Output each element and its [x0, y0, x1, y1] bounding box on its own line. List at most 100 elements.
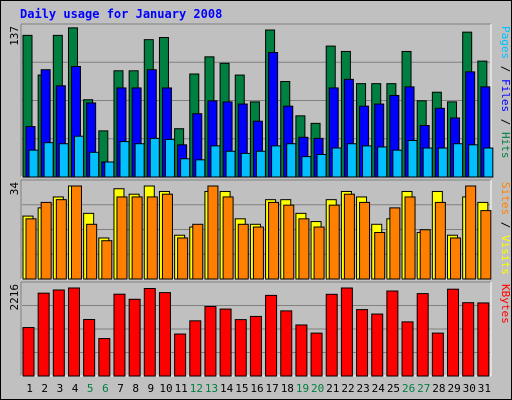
series-label-part: Pages — [499, 26, 512, 59]
bar-kbytes-day-27 — [416, 293, 429, 377]
series-label-part: Sites — [499, 182, 512, 215]
bar-sites-day-22 — [343, 193, 355, 280]
bar-sites-day-11 — [177, 237, 189, 280]
day-label-5: 5 — [87, 382, 94, 395]
bar-pages-day-1 — [28, 149, 39, 178]
bar-kbytes-day-6 — [98, 338, 111, 377]
bar-pages-day-29 — [453, 143, 464, 178]
bar-sites-day-8 — [131, 196, 143, 280]
day-label-27: 27 — [417, 382, 430, 395]
bar-sites-day-31 — [480, 210, 492, 280]
bar-sites-day-21 — [328, 204, 340, 280]
panel-3-max-label: 2216 — [8, 284, 21, 311]
bar-sites-day-29 — [450, 237, 462, 280]
bar-kbytes-day-8 — [128, 298, 141, 377]
bar-sites-day-27 — [419, 229, 431, 280]
series-label-part: Hits — [499, 132, 512, 159]
series-label-part: / — [499, 112, 512, 132]
day-label-25: 25 — [387, 382, 400, 395]
day-label-7: 7 — [117, 382, 124, 395]
bar-sites-day-14 — [222, 196, 234, 280]
day-label-22: 22 — [341, 382, 354, 395]
day-label-14: 14 — [220, 382, 234, 395]
bar-pages-day-14 — [225, 150, 236, 178]
bar-pages-day-6 — [104, 161, 115, 178]
bar-kbytes-day-4 — [67, 287, 80, 377]
bar-pages-day-5 — [89, 151, 100, 178]
bar-kbytes-day-24 — [371, 313, 384, 377]
day-label-4: 4 — [72, 382, 79, 395]
bar-pages-day-19 — [301, 156, 312, 178]
bar-kbytes-day-14 — [219, 308, 232, 377]
series-label-part: Visits — [499, 235, 512, 275]
day-label-8: 8 — [132, 382, 139, 395]
bar-kbytes-day-11 — [174, 333, 187, 377]
bar-sites-day-13 — [207, 185, 219, 280]
day-label-12: 12 — [190, 382, 203, 395]
bar-kbytes-day-26 — [401, 321, 414, 377]
bar-sites-day-23 — [359, 201, 371, 280]
bar-kbytes-day-3 — [52, 289, 65, 377]
bar-pages-day-31 — [483, 147, 494, 178]
day-label-31: 31 — [478, 382, 491, 395]
bar-sites-day-9 — [146, 196, 158, 280]
bar-kbytes-day-25 — [386, 290, 399, 377]
bar-pages-day-30 — [468, 144, 479, 178]
bar-pages-day-26 — [407, 140, 418, 178]
day-label-13: 13 — [205, 382, 218, 395]
day-label-28: 28 — [432, 382, 445, 395]
bar-kbytes-day-19 — [295, 324, 308, 377]
day-label-26: 26 — [402, 382, 415, 395]
bar-sites-day-30 — [465, 185, 477, 280]
bar-pages-day-2 — [43, 142, 54, 178]
bar-kbytes-day-16 — [249, 315, 262, 377]
day-label-23: 23 — [357, 382, 370, 395]
bar-pages-day-7 — [119, 141, 130, 178]
bar-sites-day-28 — [434, 201, 446, 280]
day-label-2: 2 — [41, 382, 48, 395]
bar-pages-day-22 — [346, 143, 357, 178]
day-label-18: 18 — [281, 382, 294, 395]
bar-pages-day-3 — [58, 143, 69, 178]
bar-sites-day-2 — [40, 201, 52, 280]
chart-title: Daily usage for January 2008 — [20, 7, 222, 21]
bar-kbytes-day-28 — [431, 332, 444, 377]
bar-sites-day-24 — [374, 232, 386, 280]
panel-2-max-label: 34 — [8, 182, 21, 196]
bar-pages-day-17 — [271, 145, 282, 178]
bar-pages-day-23 — [362, 145, 373, 178]
bar-pages-day-11 — [180, 158, 191, 178]
panel-1-max-label: 137 — [8, 26, 21, 46]
bar-pages-day-16 — [255, 150, 266, 178]
bar-pages-day-15 — [240, 152, 251, 178]
bar-sites-day-6 — [101, 240, 113, 280]
bar-kbytes-day-12 — [189, 320, 202, 377]
bar-sites-day-25 — [389, 207, 401, 280]
bar-kbytes-day-5 — [83, 318, 96, 377]
bar-pages-day-24 — [377, 146, 388, 178]
bar-kbytes-day-31 — [477, 302, 490, 377]
bar-sites-day-12 — [192, 223, 204, 280]
series-label-part: / — [499, 59, 512, 79]
bar-sites-day-18 — [283, 204, 295, 280]
bar-pages-day-9 — [149, 137, 160, 178]
bar-sites-day-20 — [313, 226, 325, 280]
bar-pages-day-8 — [134, 143, 145, 178]
panel-1-series-label: Pages / Files / Hits — [499, 26, 512, 159]
day-label-3: 3 — [57, 382, 64, 395]
bar-kbytes-day-9 — [143, 288, 156, 377]
bar-pages-day-25 — [392, 149, 403, 178]
bar-sites-day-3 — [55, 199, 67, 280]
bar-pages-day-28 — [437, 147, 448, 178]
day-label-30: 30 — [463, 382, 476, 395]
panel-2-series-label: Sites / Visits — [499, 182, 512, 275]
bar-sites-day-15 — [237, 223, 249, 280]
day-label-6: 6 — [102, 382, 109, 395]
bar-pages-day-13 — [210, 145, 221, 178]
bar-sites-day-4 — [70, 185, 82, 280]
day-label-21: 21 — [326, 382, 339, 395]
bar-kbytes-day-22 — [340, 287, 353, 377]
bar-sites-day-17 — [268, 201, 280, 280]
day-label-20: 20 — [311, 382, 324, 395]
